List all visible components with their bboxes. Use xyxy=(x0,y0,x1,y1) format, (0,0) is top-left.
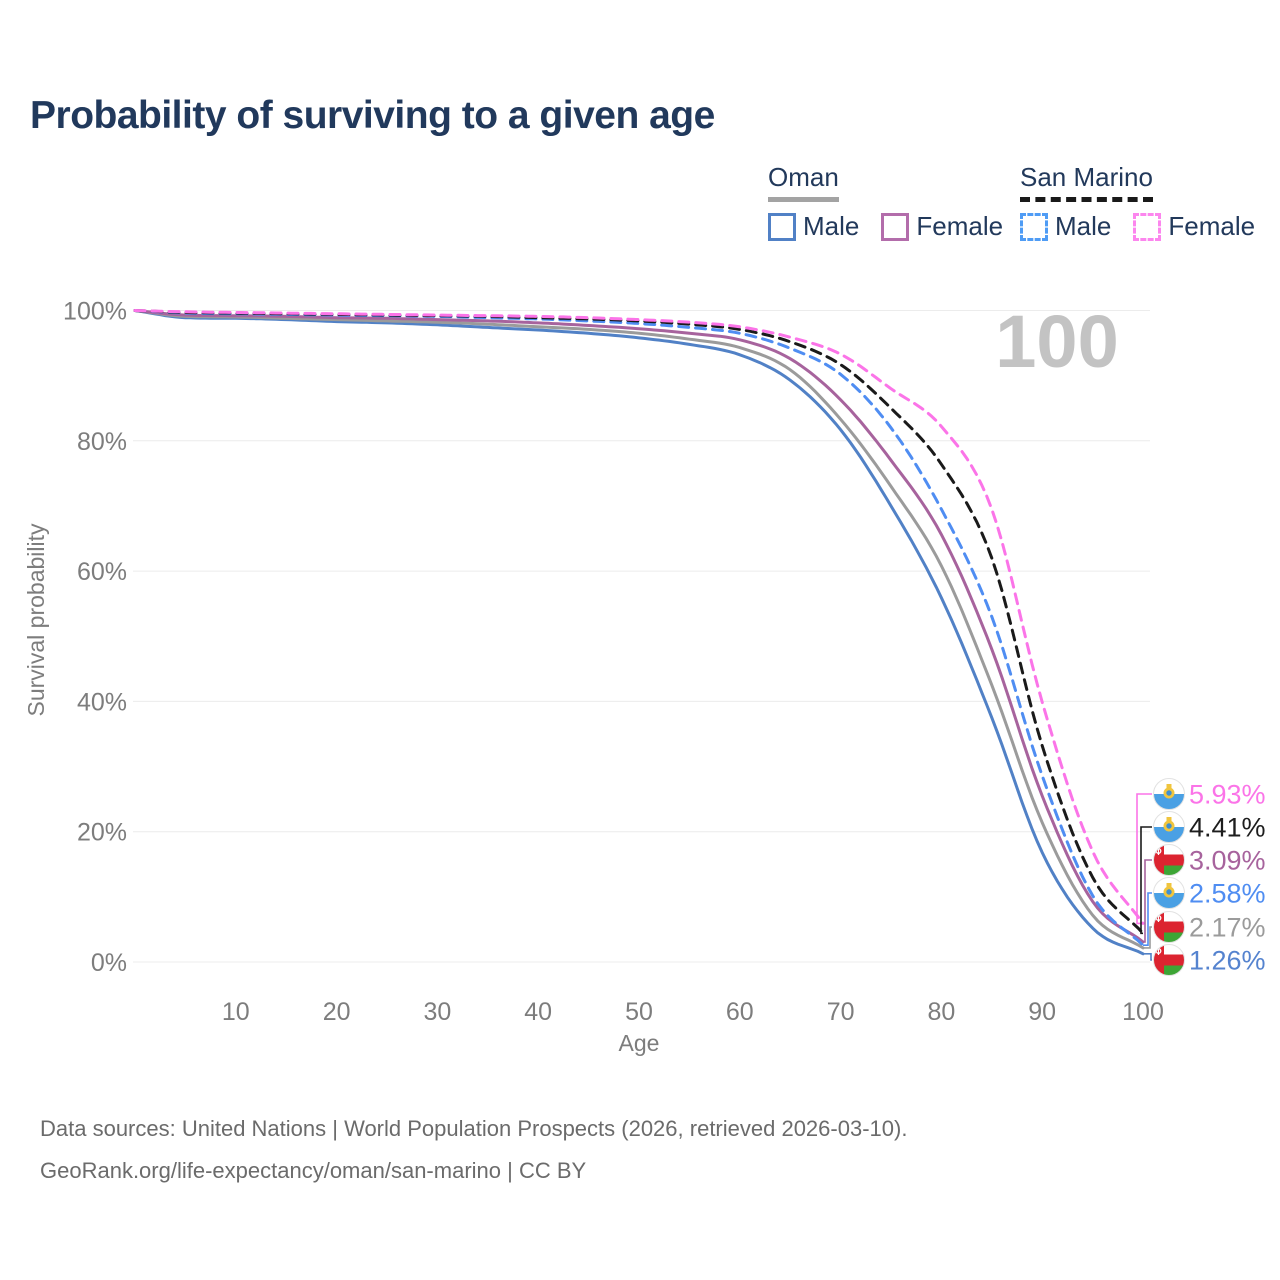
end-label-oman-female: 3.09% xyxy=(1189,846,1266,876)
end-label-oman: 2.17% xyxy=(1189,913,1266,943)
x-tick-label: 50 xyxy=(625,998,653,1026)
footer-data-sources: Data sources: United Nations | World Pop… xyxy=(40,1116,908,1141)
x-tick-label: 20 xyxy=(323,998,351,1026)
end-label-connector-san-marino xyxy=(1140,826,1152,935)
curve-san-marino-male xyxy=(133,309,1145,947)
legend-group-title-oman[interactable]: Oman xyxy=(768,162,839,202)
curve-oman-male xyxy=(133,309,1145,956)
x-tick-label: 10 xyxy=(222,998,250,1026)
oman-flag-icon xyxy=(1153,911,1185,943)
end-label-san-marino: 4.41% xyxy=(1189,813,1266,843)
y-tick-label: 80% xyxy=(77,428,127,456)
x-tick-label: 60 xyxy=(726,998,754,1026)
end-label-connector-oman-female xyxy=(1143,859,1152,943)
oman-flag-icon xyxy=(1153,844,1185,876)
page-title: Probability of surviving to a given age xyxy=(30,94,715,137)
end-label-san-marino-male: 2.58% xyxy=(1189,879,1266,909)
end-label-connector-oman-male xyxy=(1143,953,1152,961)
y-tick-label: 60% xyxy=(77,558,127,586)
san-marino-flag-icon xyxy=(1153,811,1185,843)
x-tick-label: 80 xyxy=(927,998,955,1026)
x-tick-label: 40 xyxy=(524,998,552,1026)
watermark-age-100: 100 xyxy=(995,300,1118,383)
y-tick-label: 100% xyxy=(63,298,127,326)
curve-san-marino-female xyxy=(133,309,1145,925)
oman-flag-icon xyxy=(1153,944,1185,976)
legend-item-label: Female xyxy=(916,211,1004,241)
x-tick-label: 70 xyxy=(827,998,855,1026)
san-marino-flag-icon xyxy=(1153,778,1185,810)
y-axis-title: Survival probability xyxy=(23,523,49,717)
y-tick-label: 0% xyxy=(91,949,127,977)
curve-san-marino xyxy=(133,309,1145,935)
san-marino-female-swatch-icon xyxy=(1133,212,1162,241)
x-tick-label: 30 xyxy=(423,998,451,1026)
curve-oman xyxy=(133,309,1145,950)
x-tick-label: 90 xyxy=(1028,998,1056,1026)
legend-item-label: Male xyxy=(1055,211,1112,241)
legend-group-san-marino: San Marino Male Female xyxy=(1020,162,1277,242)
legend-item-san-marino-female[interactable]: Female xyxy=(1133,211,1255,242)
san-marino-flag-icon xyxy=(1153,877,1185,909)
legend-item-label: Female xyxy=(1168,211,1256,241)
legend-item-oman-male[interactable]: Male xyxy=(768,211,859,242)
oman-male-swatch-icon xyxy=(768,212,796,241)
legend-item-oman-female[interactable]: Female xyxy=(881,211,1003,242)
end-label-san-marino-female: 5.93% xyxy=(1189,780,1266,810)
chart-footer: Data sources: United Nations | World Pop… xyxy=(40,1108,907,1192)
oman-female-swatch-icon xyxy=(881,212,910,241)
y-tick-label: 20% xyxy=(77,819,127,847)
legend-item-san-marino-male[interactable]: Male xyxy=(1020,211,1111,242)
x-axis-title: Age xyxy=(619,1030,660,1056)
footer-url: GeoRank.org/life-expectancy/oman/san-mar… xyxy=(40,1158,587,1183)
end-label-oman-male: 1.26% xyxy=(1189,946,1266,976)
curve-oman-female xyxy=(133,309,1145,944)
end-label-connector-oman xyxy=(1143,926,1152,949)
end-label-connector-san-marino-male xyxy=(1143,892,1152,946)
x-tick-label: 100 xyxy=(1122,998,1164,1026)
legend-group-title-san-marino[interactable]: San Marino xyxy=(1020,162,1153,202)
legend-group-oman: Oman Male Female xyxy=(768,162,1025,242)
legend-item-label: Male xyxy=(803,211,860,241)
y-tick-label: 40% xyxy=(77,688,127,716)
san-marino-male-swatch-icon xyxy=(1020,212,1048,241)
end-label-connector-san-marino-female xyxy=(1136,793,1152,925)
